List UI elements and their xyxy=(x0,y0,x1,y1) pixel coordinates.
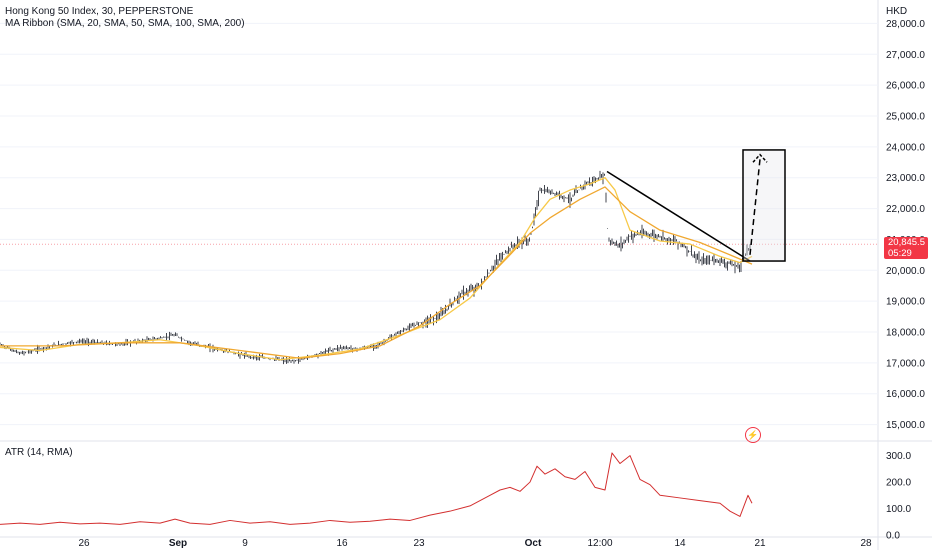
countdown: 05:29 xyxy=(888,248,912,259)
y-tick-label: 22,000.0 xyxy=(886,204,925,215)
last-price-value: 20,845.5 xyxy=(888,237,925,248)
projection-arrowhead xyxy=(752,153,768,163)
x-tick-label: 23 xyxy=(413,538,425,549)
atr-tick-label: 200.0 xyxy=(886,478,911,489)
y-tick-label: 15,000.0 xyxy=(886,420,925,431)
x-tick-label: 16 xyxy=(336,538,348,549)
y-tick-label: 24,000.0 xyxy=(886,142,925,153)
currency-label: HKD xyxy=(886,6,908,17)
sma-50-line xyxy=(0,186,753,359)
flash-icon[interactable]: ⚡ xyxy=(745,427,761,443)
atr-tick-label: 300.0 xyxy=(886,451,911,462)
y-tick-label: 20,000.0 xyxy=(886,266,925,277)
projection-box xyxy=(742,149,786,262)
x-tick-label: 21 xyxy=(754,538,766,549)
x-tick-label: 14 xyxy=(674,538,686,549)
y-tick-label: 26,000.0 xyxy=(886,81,925,92)
atr-line xyxy=(0,452,753,525)
x-tick-label: 28 xyxy=(860,538,872,549)
y-tick-label: 27,000.0 xyxy=(886,50,925,61)
atr-title: ATR (14, RMA) xyxy=(5,447,73,458)
x-tick-label: 12:00 xyxy=(587,538,612,549)
x-tick-label: Sep xyxy=(169,538,187,549)
x-tick-label: 26 xyxy=(78,538,90,549)
y-tick-label: 19,000.0 xyxy=(886,297,925,308)
x-tick-label: 9 xyxy=(242,538,248,549)
last-price-tag: 20,845.5 05:29 xyxy=(884,237,928,259)
y-tick-label: 17,000.0 xyxy=(886,358,925,369)
atr-tick-label: 100.0 xyxy=(886,504,911,515)
y-tick-label: 18,000.0 xyxy=(886,328,925,339)
y-tick-label: 23,000.0 xyxy=(886,173,925,184)
x-tick-label: Oct xyxy=(525,538,542,549)
atr-tick-label: 0.0 xyxy=(886,531,900,542)
indicator-title: MA Ribbon (SMA, 20, SMA, 50, SMA, 100, S… xyxy=(5,18,245,29)
projection-path xyxy=(749,159,761,255)
trendline xyxy=(606,170,751,262)
y-tick-label: 16,000.0 xyxy=(886,389,925,400)
y-tick-label: 25,000.0 xyxy=(886,112,925,123)
symbol-title: Hong Kong 50 Index, 30, PEPPERSTONE xyxy=(5,6,194,17)
sma-20-line xyxy=(0,177,753,361)
y-tick-label: 28,000.0 xyxy=(886,19,925,30)
